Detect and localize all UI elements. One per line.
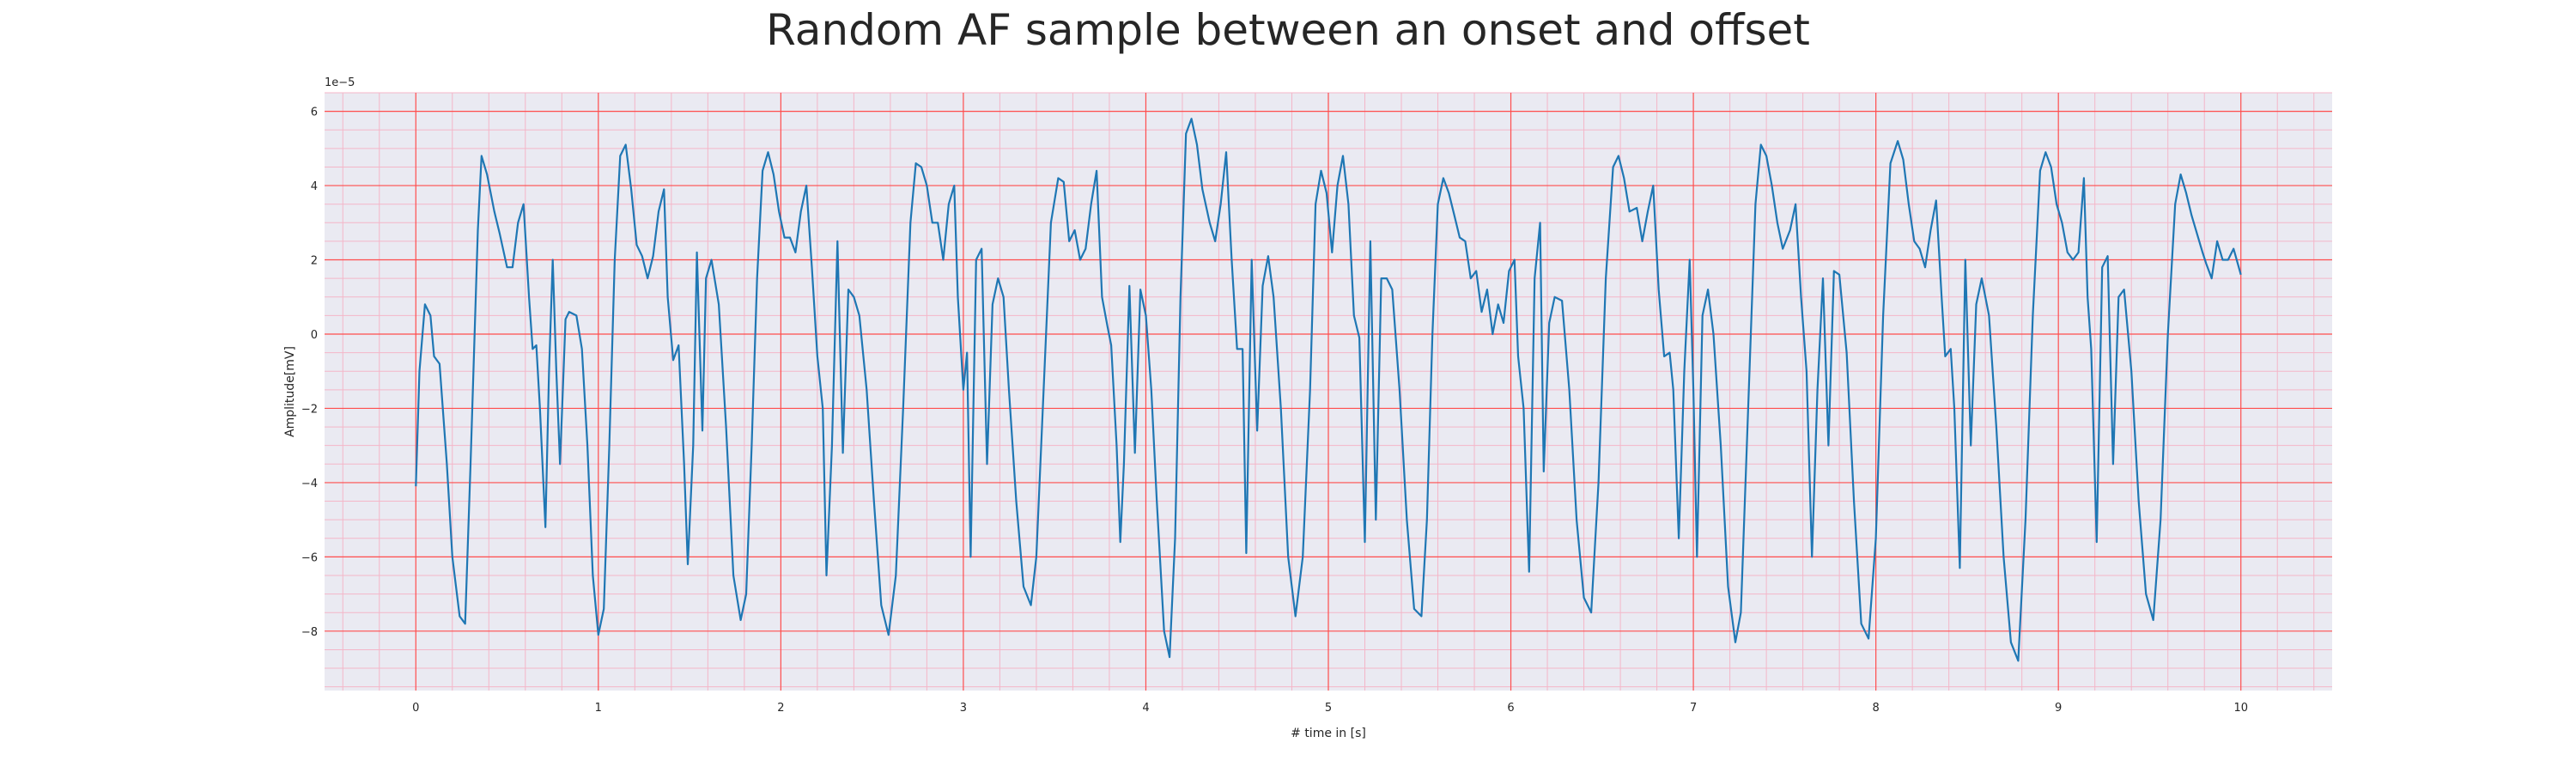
- x-tick-label: 8: [1872, 702, 1879, 715]
- y-tick-label: −6: [301, 551, 318, 564]
- x-axis-label: # time in [s]: [1291, 727, 1366, 740]
- major-grid: [325, 93, 2332, 691]
- y-scale-label: 1e−5: [325, 76, 355, 89]
- y-tick-label: −8: [301, 626, 318, 639]
- x-tick-label: 4: [1142, 702, 1149, 715]
- y-tick-label: 2: [311, 255, 318, 268]
- x-tick-label: 7: [1690, 702, 1697, 715]
- x-tick-label: 9: [2055, 702, 2062, 715]
- y-axis-label: Amplitude[mV]: [283, 346, 297, 437]
- series-line: [415, 118, 2242, 662]
- y-tick-label: −4: [301, 478, 318, 490]
- x-tick-label: 2: [777, 702, 784, 715]
- chart-title: Random AF sample between an onset and of…: [766, 5, 1810, 55]
- x-tick-label: 0: [412, 702, 419, 715]
- y-tick-labels: −8 −6 −4 −2 0 2 4 6: [301, 107, 318, 639]
- y-tick-label: 0: [311, 329, 318, 342]
- y-tick-label: −2: [301, 403, 318, 416]
- x-tick-label: 1: [595, 702, 602, 715]
- x-tick-label: 5: [1325, 702, 1332, 715]
- x-tick-label: 6: [1507, 702, 1514, 715]
- x-tick-label: 10: [2233, 702, 2248, 715]
- x-tick-labels: 0 1 2 3 4 5 6 7 8 9 10: [412, 702, 2248, 715]
- y-tick-label: 6: [311, 107, 318, 119]
- y-tick-label: 4: [311, 180, 318, 193]
- x-tick-label: 3: [960, 702, 967, 715]
